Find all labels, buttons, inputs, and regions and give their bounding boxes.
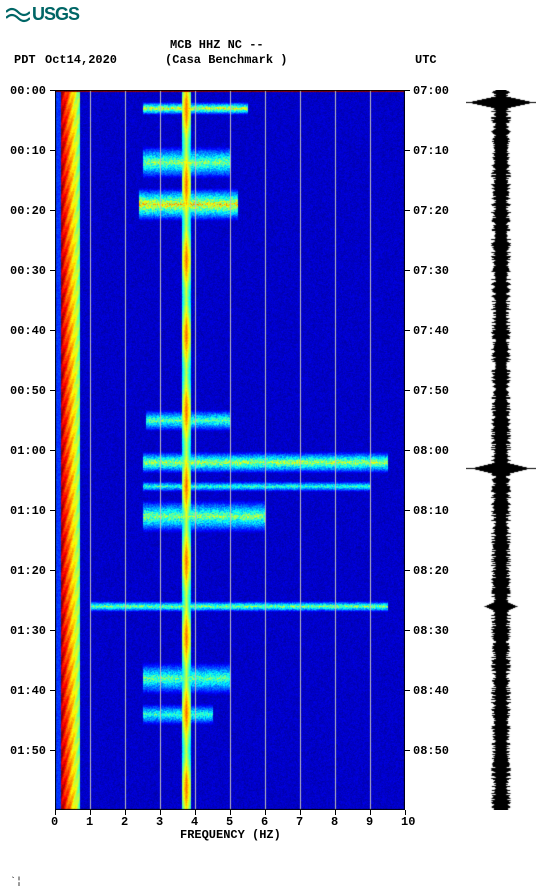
freq-tick: 2 (121, 815, 128, 829)
right-time-tick: 08:40 (413, 684, 449, 698)
usgs-text: USGS (32, 4, 79, 25)
wave-icon (6, 6, 30, 24)
right-time-tick: 08:30 (413, 624, 449, 638)
left-time-tick: 01:00 (10, 444, 46, 458)
left-time-tick: 00:30 (10, 264, 46, 278)
right-time-tick: 07:20 (413, 204, 449, 218)
spectrogram-plot (55, 90, 405, 810)
freq-tick: 10 (401, 815, 415, 829)
usgs-logo: USGS (6, 4, 79, 25)
left-time-tick: 01:50 (10, 744, 46, 758)
x-axis-label: FREQUENCY (HZ) (180, 828, 281, 842)
date-label: Oct14,2020 (45, 53, 117, 67)
right-timezone: UTC (415, 53, 437, 67)
left-time-tick: 01:40 (10, 684, 46, 698)
right-time-tick: 07:30 (413, 264, 449, 278)
right-time-tick: 08:00 (413, 444, 449, 458)
right-time-tick: 08:20 (413, 564, 449, 578)
right-time-tick: 07:40 (413, 324, 449, 338)
left-timezone: PDT (14, 53, 36, 67)
left-time-tick: 01:30 (10, 624, 46, 638)
spectrogram-canvas (55, 90, 405, 810)
left-time-tick: 01:10 (10, 504, 46, 518)
left-time-tick: 00:20 (10, 204, 46, 218)
left-time-tick: 00:10 (10, 144, 46, 158)
freq-tick: 1 (86, 815, 93, 829)
freq-tick: 8 (331, 815, 338, 829)
left-time-tick: 01:20 (10, 564, 46, 578)
right-time-tick: 08:10 (413, 504, 449, 518)
waveform-canvas (466, 90, 536, 810)
right-time-tick: 07:50 (413, 384, 449, 398)
waveform-strip (466, 90, 536, 810)
footer-glitch: `¦ (10, 877, 22, 888)
right-time-tick: 07:10 (413, 144, 449, 158)
left-time-tick: 00:00 (10, 84, 46, 98)
freq-tick: 0 (51, 815, 58, 829)
right-time-tick: 08:50 (413, 744, 449, 758)
freq-tick: 5 (226, 815, 233, 829)
left-time-tick: 00:40 (10, 324, 46, 338)
freq-tick: 7 (296, 815, 303, 829)
site-name: (Casa Benchmark ) (165, 53, 287, 67)
freq-tick: 6 (261, 815, 268, 829)
right-time-tick: 07:00 (413, 84, 449, 98)
station-code: MCB HHZ NC -- (170, 38, 264, 52)
freq-tick: 3 (156, 815, 163, 829)
freq-tick: 9 (366, 815, 373, 829)
left-time-tick: 00:50 (10, 384, 46, 398)
freq-tick: 4 (191, 815, 198, 829)
